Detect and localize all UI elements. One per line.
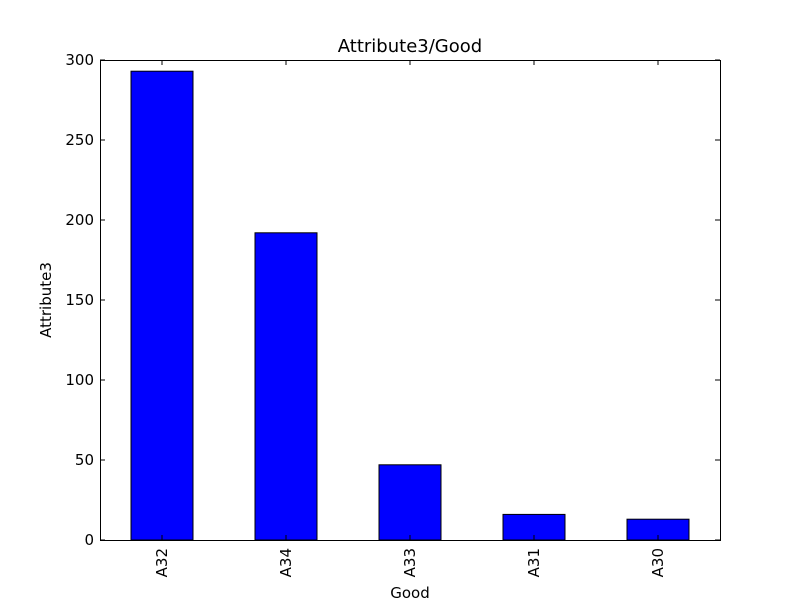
y-tick-label: 200: [65, 211, 94, 229]
x-tick-label: A30: [649, 548, 667, 577]
bar-a33: [378, 464, 442, 541]
x-tick-label: A32: [153, 548, 171, 577]
y-tick-label: 150: [65, 291, 94, 309]
bars-group: [130, 70, 690, 541]
y-tick-label: 250: [65, 131, 94, 149]
y-tick-label: 100: [65, 371, 94, 389]
y-tick-label: 300: [65, 51, 94, 69]
ticks-group: A32 A34 A33 A31 A30 0 50 100 150 200 250 300: [65, 51, 720, 577]
bar-a34: [254, 232, 318, 541]
bar-a32: [130, 70, 194, 541]
y-axis-label: Attribute3: [37, 262, 55, 338]
y-tick-label: 50: [75, 451, 94, 469]
x-tick-label: A34: [277, 548, 295, 577]
x-tick-label: A33: [401, 548, 419, 577]
y-tick-label: 0: [84, 531, 94, 549]
x-axis-label: Good: [390, 584, 430, 600]
x-tick-label: A31: [525, 548, 543, 577]
chart-title: Attribute3/Good: [338, 36, 482, 57]
plot-frame: [100, 60, 721, 541]
